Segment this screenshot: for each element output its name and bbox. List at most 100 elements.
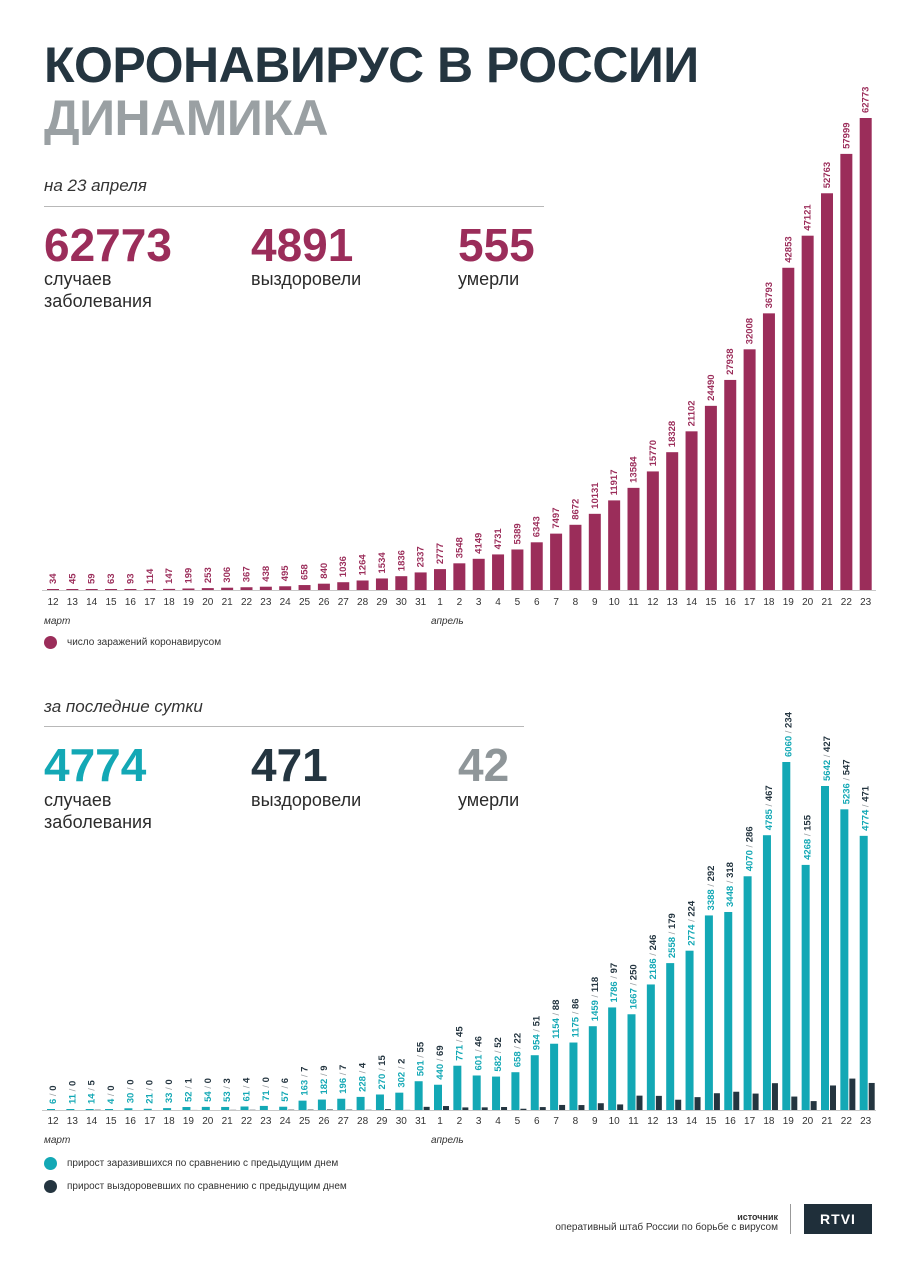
chart2-data-label-cases: 33 xyxy=(164,1093,175,1104)
chart2-tick-label: 17 xyxy=(144,1116,156,1127)
chart2-data-label-separator: / xyxy=(783,728,794,736)
chart2-data-label: 5236 / 547 xyxy=(841,759,852,804)
chart1-data-label: 199 xyxy=(183,568,194,584)
chart2-bar-cases xyxy=(124,1108,133,1110)
chart1-bar xyxy=(492,554,505,590)
daily-cases-label-line2: заболевания xyxy=(44,812,152,832)
chart2-data-label-recovered: 4 xyxy=(242,1077,253,1083)
total-cases-label-line2: заболевания xyxy=(44,291,152,311)
chart1-bar xyxy=(588,513,601,590)
chart2-tick-label: 20 xyxy=(202,1116,214,1127)
chart1-bar xyxy=(375,578,388,590)
chart1-bar xyxy=(608,500,621,590)
chart2-data-label-separator: / xyxy=(764,801,775,809)
chart2-data-label-recovered: 55 xyxy=(416,1041,427,1052)
chart1-bar xyxy=(646,471,659,590)
chart2-data-label-separator: / xyxy=(280,1083,291,1091)
chart2-data-label-cases: 1459 xyxy=(590,1000,601,1021)
chart1-bar xyxy=(163,588,176,590)
chart2-data-label-separator: / xyxy=(609,973,620,981)
chart2-data-label-recovered: 155 xyxy=(803,814,814,831)
chart1-tick-label: 8 xyxy=(573,597,579,608)
chart1-tick-label: 29 xyxy=(376,597,388,608)
chart1-tick-label: 19 xyxy=(783,597,795,608)
chart2-bar-cases xyxy=(143,1108,152,1110)
chart1-data-label: 2337 xyxy=(416,546,427,567)
chart2-data-label-separator: / xyxy=(242,1083,253,1091)
chart1-tick-label: 12 xyxy=(647,597,659,608)
chart2-data-label: 6 / 0 xyxy=(48,1085,59,1104)
chart2-bar-recovered xyxy=(636,1095,643,1110)
chart2-data-label-cases: 53 xyxy=(222,1091,233,1102)
chart2-data-label-separator: / xyxy=(629,980,640,988)
chart2-bar-recovered xyxy=(713,1093,720,1110)
chart2-data-label-cases: 21 xyxy=(145,1093,156,1104)
chart2-data-label-recovered: 45 xyxy=(454,1026,465,1037)
chart1-tick-label: 25 xyxy=(299,597,311,608)
chart1-bar xyxy=(550,533,563,590)
chart2-bar-cases xyxy=(550,1043,559,1110)
chart2-bar-recovered xyxy=(655,1095,662,1110)
chart1-bar xyxy=(511,549,524,590)
chart2-data-label: 196 / 7 xyxy=(338,1065,349,1094)
chart1-data-label: 32008 xyxy=(745,318,756,344)
chart1-tick-label: 19 xyxy=(183,597,195,608)
chart2-tick-label: 30 xyxy=(396,1116,408,1127)
chart2-data-label-cases: 771 xyxy=(454,1044,465,1061)
legend-cases: число заражений коронавирусом xyxy=(44,636,221,649)
chart2-data-label: 954 / 51 xyxy=(532,1015,543,1050)
chart1-tick-label: 15 xyxy=(105,597,117,608)
chart2-data-label-recovered: 69 xyxy=(435,1045,446,1056)
chart1-data-label: 4149 xyxy=(474,533,485,554)
chart2-data-label-cases: 61 xyxy=(242,1090,253,1101)
chart1-data-label: 5389 xyxy=(512,523,523,544)
chart2-data-label-cases: 54 xyxy=(203,1091,214,1102)
chart2-data-label-recovered: 0 xyxy=(67,1081,78,1086)
chart2-data-label-cases: 4268 xyxy=(803,839,814,860)
chart1-data-label: 840 xyxy=(319,563,330,579)
chart2-bar-cases xyxy=(317,1099,326,1110)
chart2-tick-label: 25 xyxy=(299,1116,311,1127)
chart2-data-label-separator: / xyxy=(203,1083,214,1091)
chart2-data-label: 2774 / 224 xyxy=(687,900,698,946)
totals-date-label: на 23 апреля xyxy=(44,176,147,195)
daily-label: за последние сутки xyxy=(44,697,203,716)
chart2-data-label-recovered: 46 xyxy=(474,1036,485,1047)
chart2-data-label: 61 / 4 xyxy=(242,1077,253,1102)
total-cases-value: 62773 xyxy=(44,219,172,271)
chart2-data-label-cases: 5236 xyxy=(841,783,852,804)
chart2-data-label-separator: / xyxy=(416,1052,427,1060)
chart1-bar xyxy=(434,569,446,590)
chart2-data-label-cases: 163 xyxy=(300,1080,311,1096)
chart1-tick-label: 22 xyxy=(241,597,253,608)
chart2-bar-cases xyxy=(356,1096,365,1110)
chart2-data-label-recovered: 88 xyxy=(551,1000,562,1011)
chart2-tick-label: 12 xyxy=(647,1116,659,1127)
chart2-data-label-cases: 4 xyxy=(106,1098,117,1104)
chart2-data-label-separator: / xyxy=(222,1083,233,1091)
chart1-bar xyxy=(840,153,853,590)
chart2-data-label-separator: / xyxy=(687,917,698,925)
chart2-bar-recovered xyxy=(326,1109,333,1110)
chart2-data-label-separator: / xyxy=(300,1072,311,1080)
chart2-tick-label: 11 xyxy=(628,1116,639,1127)
chart2-data-label-recovered: 250 xyxy=(629,964,640,980)
chart1-tick-label: 9 xyxy=(592,597,598,608)
chart2-data-label: 163 / 7 xyxy=(300,1067,311,1096)
chart1-data-label: 306 xyxy=(222,567,233,583)
chart2-bar-cases xyxy=(414,1081,423,1110)
legend-cases-dot xyxy=(44,636,57,649)
total-cases-label-line1: случаев xyxy=(44,269,112,289)
chart1-data-label: 11917 xyxy=(609,469,620,495)
chart2-tick-label: 24 xyxy=(280,1116,292,1127)
chart2-data-label: 228 / 4 xyxy=(358,1062,369,1092)
chart1-tick-label: 16 xyxy=(125,597,137,608)
chart2-bar-cases xyxy=(201,1106,210,1110)
chart1-bar xyxy=(221,587,234,590)
chart1-bar xyxy=(762,313,775,590)
daily-cases-label: случаев заболевания xyxy=(44,789,244,833)
chart1-bar xyxy=(124,589,137,590)
chart2-data-label-separator: / xyxy=(803,831,814,839)
chart2-data-label-recovered: 427 xyxy=(822,736,833,752)
total-deaths-value: 555 xyxy=(458,219,535,271)
